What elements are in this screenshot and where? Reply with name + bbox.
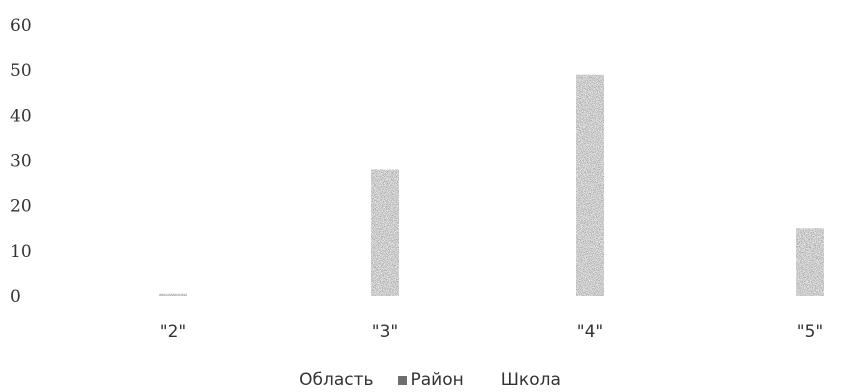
legend-label: Область — [299, 370, 374, 390]
y-tick-label: 30 — [10, 152, 32, 172]
bar-район-0 — [159, 293, 187, 296]
bars — [159, 74, 824, 296]
legend-item: Школа — [487, 370, 561, 390]
bar-район-3 — [796, 228, 824, 296]
y-tick-label: 50 — [10, 61, 32, 81]
x-category-label: "4" — [577, 322, 603, 342]
y-tick-label: 10 — [10, 242, 32, 262]
legend-item: Область — [286, 370, 374, 390]
bar-район-1 — [371, 169, 399, 296]
x-category-label: "5" — [797, 322, 823, 342]
y-tick-label: 60 — [10, 16, 32, 36]
y-axis: 0 10 20 30 40 50 60 — [10, 16, 32, 307]
legend-label: Район — [410, 370, 464, 390]
x-category-label: "3" — [372, 322, 398, 342]
x-category-label: "2" — [160, 322, 186, 342]
x-axis: "2" "3" "4" "5" — [160, 322, 823, 342]
legend-label: Школа — [500, 370, 561, 390]
y-tick-label: 40 — [10, 106, 32, 126]
bar-chart: 0 10 20 30 40 50 60 "2" "3" "4" "5" — [10, 16, 824, 342]
legend-swatch — [397, 375, 407, 385]
legend: Область Район Школа — [0, 368, 847, 392]
bar-район-2 — [576, 74, 604, 296]
y-tick-label: 0 — [10, 287, 21, 307]
legend-swatch — [286, 375, 296, 385]
legend-item: Район — [397, 370, 464, 390]
legend-swatch — [487, 375, 497, 385]
y-tick-label: 20 — [10, 197, 32, 217]
